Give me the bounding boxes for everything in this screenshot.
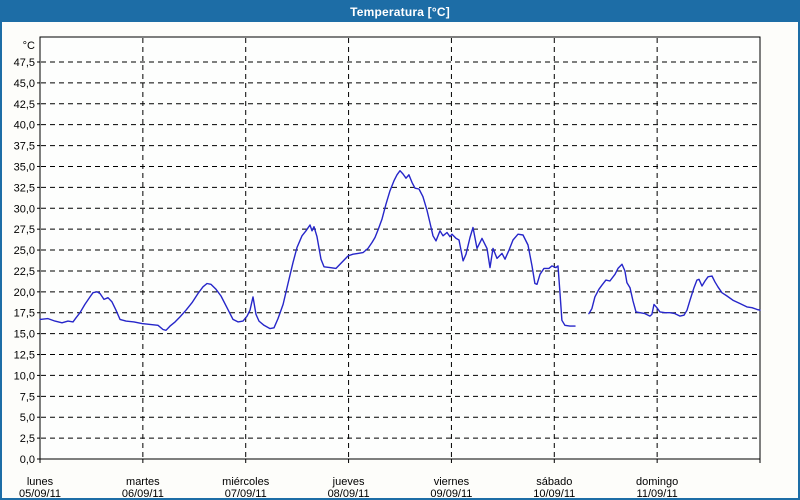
y-axis-label: 22,5 bbox=[14, 266, 35, 278]
x-axis-day-name: domingo bbox=[636, 476, 678, 488]
y-axis-label: 17,5 bbox=[14, 308, 35, 320]
y-axis-label: 37,5 bbox=[14, 141, 35, 153]
y-axis-label: 2,5 bbox=[20, 433, 35, 445]
y-axis-label: 47,5 bbox=[14, 57, 35, 69]
y-axis-label: 0,0 bbox=[20, 454, 35, 466]
y-axis-label: 20,0 bbox=[14, 287, 35, 299]
x-axis-day-name: sábado bbox=[536, 476, 572, 488]
x-axis-day-name: viernes bbox=[434, 476, 470, 488]
y-axis-label: 10,0 bbox=[14, 370, 35, 382]
temperature-line bbox=[39, 170, 761, 331]
x-axis-day-date: 10/09/11 bbox=[533, 488, 575, 498]
y-axis-label: 30,0 bbox=[14, 203, 35, 215]
window-title: Temperatura [°C] bbox=[350, 5, 450, 19]
y-axis-label: 12,5 bbox=[14, 350, 35, 362]
plot-area bbox=[39, 36, 761, 460]
y-axis-label: 27,5 bbox=[14, 224, 35, 236]
x-axis-day-date: 07/09/11 bbox=[225, 488, 267, 498]
y-axis-label: 35,0 bbox=[14, 161, 35, 173]
window-titlebar: Temperatura [°C] bbox=[2, 2, 798, 22]
x-axis-day-date: 06/09/11 bbox=[122, 488, 164, 498]
x-axis-day-name: martes bbox=[126, 476, 160, 488]
x-axis-day-name: miércoles bbox=[222, 476, 270, 488]
y-axis-label: 40,0 bbox=[14, 120, 35, 132]
y-axis-label: 32,5 bbox=[14, 182, 35, 194]
x-axis-day-date: 09/09/11 bbox=[430, 488, 472, 498]
y-axis-label: 5,0 bbox=[20, 412, 35, 424]
x-axis-day-date: 11/09/11 bbox=[637, 488, 678, 498]
y-axis-label: 42,5 bbox=[14, 99, 35, 111]
x-axis-day-date: 05/09/11 bbox=[19, 488, 61, 498]
x-axis-day-name: lunes bbox=[27, 476, 54, 488]
temperature-chart: 0,0 2,5 5,0 7,5 10,0 12,5 15,0 17,5 20,0 22,5 25,0… bbox=[2, 22, 798, 498]
chart-canvas: 0,0 2,5 5,0 7,5 10,0 12,5 15,0 17,5 20,0 22,5 25,0… bbox=[14, 36, 761, 498]
y-axis-label: 15,0 bbox=[14, 329, 35, 341]
y-axis-label: 45,0 bbox=[14, 78, 35, 90]
y-axis-unit: °C bbox=[23, 40, 35, 52]
y-axis-label: 7,5 bbox=[20, 391, 35, 403]
x-axis-day-date: 08/09/11 bbox=[328, 488, 370, 498]
x-axis-day-name: jueves bbox=[332, 476, 365, 488]
y-axis-label: 25,0 bbox=[14, 245, 35, 257]
